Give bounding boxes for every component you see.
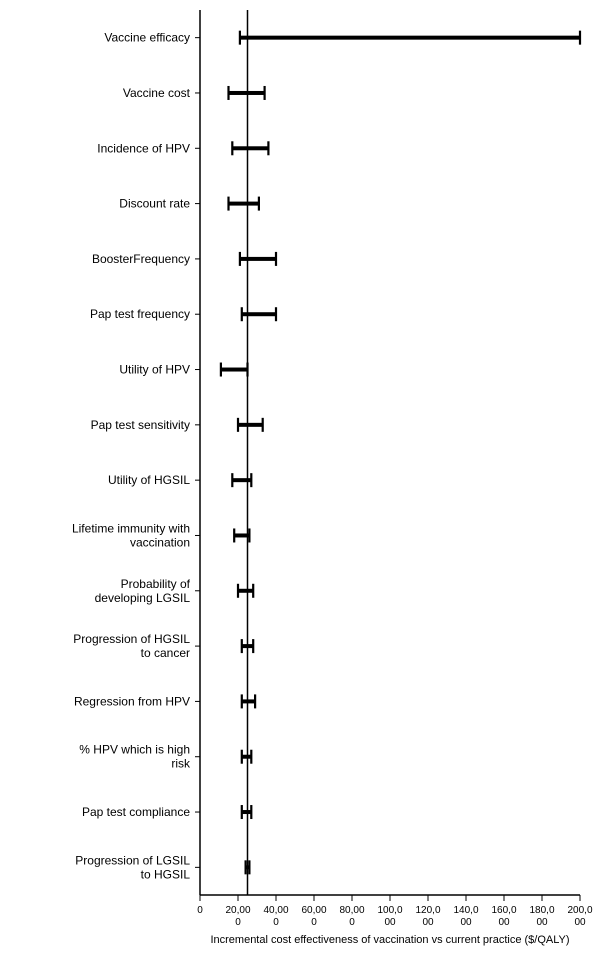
x-tick-label: 00	[422, 917, 434, 928]
parameter-label: to cancer	[141, 646, 190, 660]
x-axis-title: Incremental cost effectiveness of vaccin…	[210, 934, 569, 946]
x-tick-label: 100,0	[377, 905, 402, 916]
parameter-label: Progression of LGSIL	[75, 853, 190, 867]
tornado-bar	[240, 257, 276, 261]
parameter-label: developing LGSIL	[95, 591, 191, 605]
tornado-bar	[242, 312, 276, 316]
parameter-label: Vaccine efficacy	[104, 31, 190, 45]
x-tick-label: 0	[197, 905, 203, 916]
x-tick-label: 140,0	[453, 905, 478, 916]
tornado-bar	[242, 699, 255, 703]
tornado-bar	[229, 91, 265, 95]
parameter-label: Vaccine cost	[123, 86, 191, 100]
tornado-bar	[238, 423, 263, 427]
parameter-label: Incidence of HPV	[97, 141, 190, 155]
parameter-label: Lifetime immunity with	[72, 521, 190, 535]
parameter-label: BoosterFrequency	[92, 252, 190, 266]
parameter-label: Pap test compliance	[82, 805, 190, 819]
x-tick-label: 0	[235, 917, 241, 928]
parameter-label: to HGSIL	[141, 867, 191, 881]
x-tick-label: 180,0	[529, 905, 554, 916]
x-tick-label: 00	[498, 917, 510, 928]
parameter-label: risk	[171, 757, 191, 771]
x-tick-label: 120,0	[415, 905, 440, 916]
parameter-label: Progression of HGSIL	[73, 632, 190, 646]
tornado-bar	[229, 202, 259, 206]
x-tick-label: 0	[349, 917, 355, 928]
parameter-label: vaccination	[130, 535, 190, 549]
tornado-bar	[232, 478, 251, 482]
x-tick-label: 00	[574, 917, 586, 928]
x-tick-label: 00	[460, 917, 472, 928]
parameter-label: Utility of HPV	[119, 363, 190, 377]
parameter-label: Pap test frequency	[90, 307, 190, 321]
x-tick-label: 200,0	[567, 905, 592, 916]
tornado-bar	[234, 533, 249, 537]
tornado-bar	[238, 589, 253, 593]
tornado-bar	[232, 146, 268, 150]
x-tick-label: 80,00	[339, 905, 364, 916]
x-tick-label: 60,00	[301, 905, 326, 916]
x-tick-label: 20,00	[225, 905, 250, 916]
parameter-label: Regression from HPV	[74, 694, 190, 708]
parameter-label: Probability of	[121, 577, 191, 591]
tornado-chart: 020,00040,00060,00080,000100,000120,0001…	[0, 0, 600, 970]
x-tick-label: 160,0	[491, 905, 516, 916]
x-tick-label: 0	[273, 917, 279, 928]
x-tick-label: 0	[311, 917, 317, 928]
tornado-bar	[221, 368, 248, 372]
parameter-label: Utility of HGSIL	[108, 473, 190, 487]
parameter-label: % HPV which is high	[79, 743, 190, 757]
tornado-bar	[242, 755, 252, 759]
x-tick-label: 00	[536, 917, 548, 928]
tornado-bar	[242, 810, 252, 814]
tornado-bar	[242, 644, 253, 648]
tornado-bar	[240, 36, 580, 40]
parameter-label: Discount rate	[119, 197, 190, 211]
parameter-label: Pap test sensitivity	[91, 418, 190, 432]
x-tick-label: 40,00	[263, 905, 288, 916]
x-tick-label: 00	[384, 917, 396, 928]
